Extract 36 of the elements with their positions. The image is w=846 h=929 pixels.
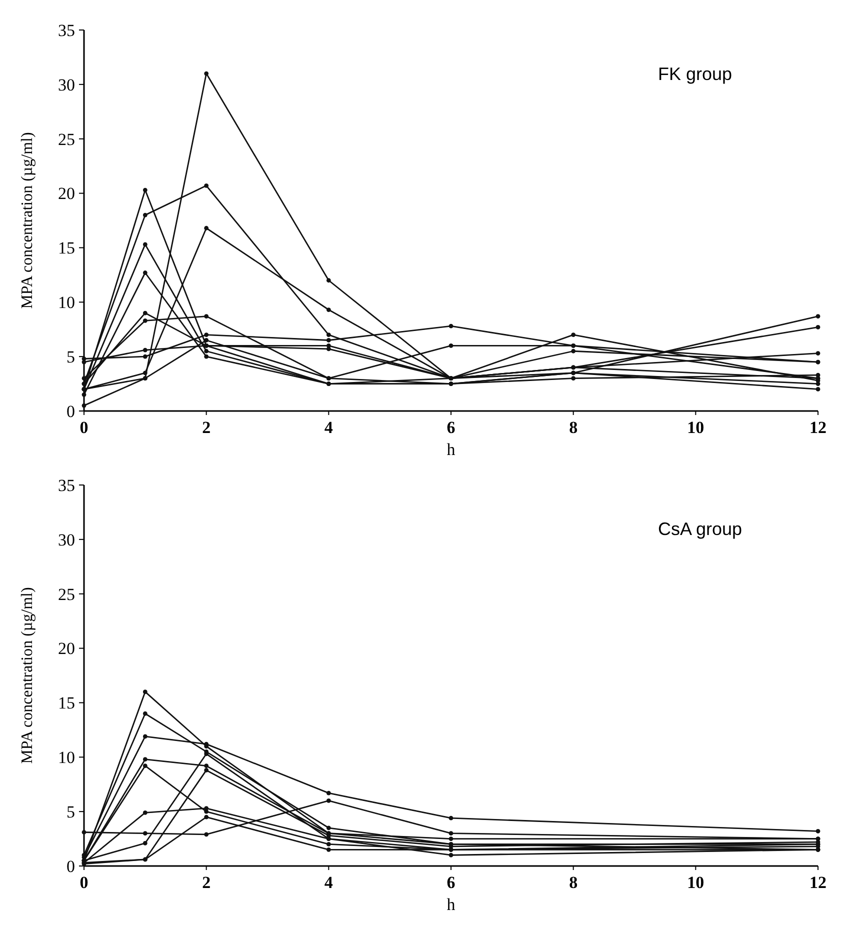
y-tick-label: 20 xyxy=(58,639,75,658)
y-tick-label: 10 xyxy=(58,293,75,312)
x-tick-label: 6 xyxy=(446,873,456,892)
y-tick-label: 20 xyxy=(58,184,75,204)
y-tick-label: 10 xyxy=(58,748,75,768)
y-tick-label: 25 xyxy=(58,130,75,149)
y-tick-label: 5 xyxy=(66,348,75,367)
x-tick-label: 4 xyxy=(324,873,334,892)
x-tick-label: 10 xyxy=(687,873,704,892)
x-tick-label: 12 xyxy=(810,418,826,437)
y-tick-label: 30 xyxy=(58,75,75,94)
x-tick-label: 0 xyxy=(80,418,88,437)
y-axis-title: MPA concentration (µg/ml) xyxy=(19,132,36,309)
x-tick-label: 8 xyxy=(569,418,578,437)
x-tick-label: 0 xyxy=(80,873,88,892)
x-tick-label: 12 xyxy=(810,873,826,892)
y-tick-label: 35 xyxy=(58,476,75,495)
y-tick-label: 0 xyxy=(66,402,75,421)
y-tick-label: 25 xyxy=(58,584,75,604)
x-tick-label: 8 xyxy=(569,873,578,892)
x-tick-label: 6 xyxy=(446,418,456,437)
y-tick-label: 5 xyxy=(66,802,75,822)
annotation: FK group xyxy=(658,64,732,84)
y-tick-label: 30 xyxy=(58,530,75,550)
y-tick-label: 35 xyxy=(58,20,75,40)
x-tick-label: 10 xyxy=(687,418,704,437)
annotation: CsA group xyxy=(658,519,742,539)
y-axis-title: MPA concentration (µg/ml) xyxy=(19,587,36,764)
x-tick-label: 2 xyxy=(202,873,211,892)
x-axis-title: h xyxy=(446,440,456,459)
y-tick-label: 15 xyxy=(58,694,75,713)
y-tick-label: 0 xyxy=(66,856,75,876)
y-tick-label: 15 xyxy=(58,238,75,258)
x-axis-title: h xyxy=(446,895,456,914)
x-tick-label: 2 xyxy=(202,418,211,437)
x-tick-label: 4 xyxy=(324,418,334,437)
